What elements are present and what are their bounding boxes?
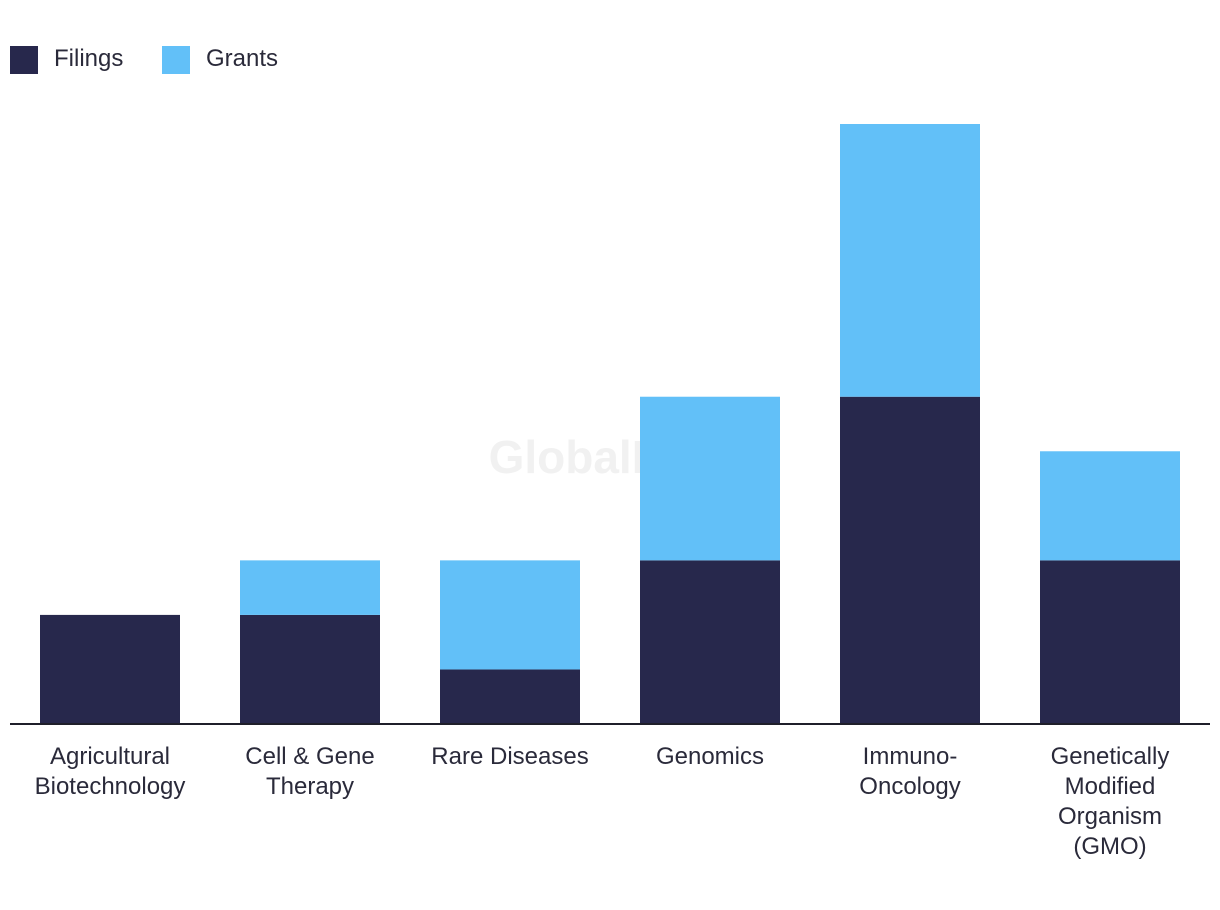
x-tick-label-4: Immuno- Oncology (859, 743, 960, 800)
x-tick-label-line: (GMO) (1073, 833, 1146, 860)
bar-grants-5 (1040, 451, 1180, 561)
bar-filings-0 (40, 614, 180, 724)
legend-item-grants: Grants (162, 45, 278, 74)
x-tick-label-line: Genetically (1051, 743, 1170, 770)
bar-grants-2 (440, 560, 580, 670)
x-tick-label-1: Cell & Gene Therapy (245, 743, 374, 800)
legend-label-grants: Grants (206, 45, 278, 72)
x-tick-label-line: Modified (1065, 773, 1156, 800)
legend-swatch-grants (162, 46, 190, 74)
x-tick-label-line: Biotechnology (35, 773, 186, 800)
bar-filings-4 (840, 396, 980, 724)
bar-filings-5 (1040, 560, 1180, 724)
x-tick-label-line: Immuno- (863, 743, 958, 770)
x-tick-label-line: Therapy (266, 773, 354, 800)
x-tick-label-line: Genomics (656, 743, 764, 770)
legend-item-filings: Filings (10, 45, 123, 74)
x-tick-label-line: Agricultural (50, 743, 170, 770)
x-tick-label-2: Rare Diseases (431, 743, 588, 770)
bar-grants-1 (240, 560, 380, 615)
x-tick-label-5: Genetically Modified Organism (GMO) (1051, 743, 1170, 860)
x-tick-label-line: Oncology (859, 773, 960, 800)
legend: Filings Grants (10, 45, 278, 74)
bar-filings-2 (440, 669, 580, 724)
x-tick-label-line: Organism (1058, 803, 1162, 830)
bar-grants-4 (840, 124, 980, 397)
bar-grants-3 (640, 396, 780, 561)
x-tick-label-line: Cell & Gene (245, 743, 374, 770)
x-tick-label-3: Genomics (656, 743, 764, 770)
bars (40, 124, 1180, 724)
bar-filings-3 (640, 560, 780, 724)
legend-swatch-filings (10, 46, 38, 74)
x-tick-label-0: Agricultural Biotechnology (35, 743, 186, 800)
legend-label-filings: Filings (54, 45, 123, 72)
x-axis-labels: Agricultural Biotechnology Cell & Gene Ther… (35, 743, 1170, 860)
x-tick-label-line: Rare Diseases (431, 743, 588, 770)
bar-filings-1 (240, 614, 380, 724)
